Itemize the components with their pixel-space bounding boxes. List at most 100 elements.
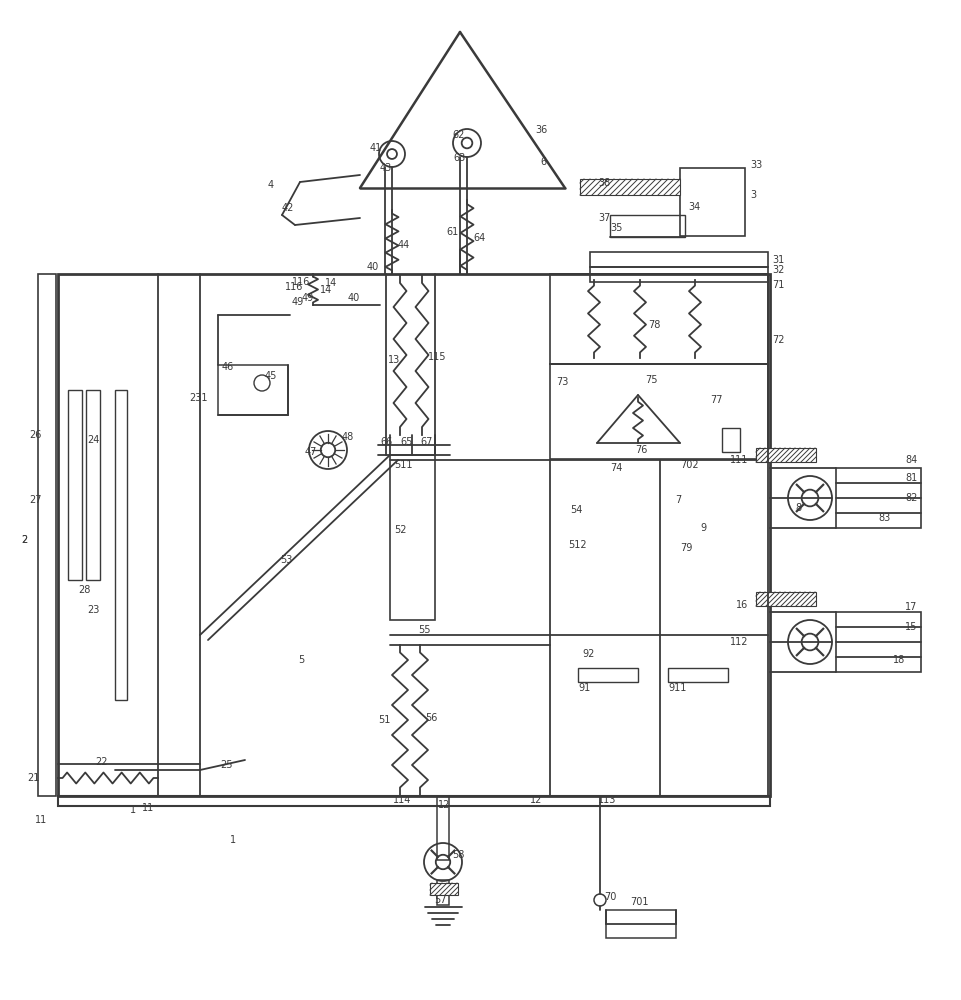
Circle shape — [461, 138, 472, 148]
Bar — [836, 468, 921, 528]
Text: 57: 57 — [433, 895, 446, 905]
Text: 7: 7 — [675, 495, 681, 505]
Text: 58: 58 — [452, 850, 464, 860]
Text: 72: 72 — [772, 335, 784, 345]
Text: 3: 3 — [750, 190, 756, 200]
Text: 26: 26 — [30, 430, 42, 440]
Text: 13: 13 — [388, 355, 400, 365]
Bar — [590, 252, 768, 267]
Circle shape — [435, 855, 450, 869]
Text: 12: 12 — [438, 800, 451, 810]
Text: 66: 66 — [380, 437, 392, 447]
Text: 18: 18 — [893, 655, 905, 665]
Text: 8: 8 — [796, 503, 802, 513]
Bar — [606, 910, 676, 938]
Text: 46: 46 — [222, 362, 234, 372]
Text: 83: 83 — [878, 513, 890, 523]
Bar — [68, 390, 82, 580]
Text: 40: 40 — [367, 262, 380, 272]
Text: 70: 70 — [604, 892, 616, 902]
Text: 52: 52 — [394, 525, 407, 535]
Text: 11: 11 — [142, 803, 154, 813]
Text: 701: 701 — [630, 897, 649, 907]
Bar — [218, 365, 288, 415]
Text: 67: 67 — [420, 437, 432, 447]
Text: 84: 84 — [905, 455, 917, 465]
Text: 45: 45 — [265, 371, 278, 381]
Text: 62: 62 — [452, 130, 464, 140]
Circle shape — [801, 490, 819, 506]
Text: 31: 31 — [772, 255, 784, 265]
Text: 63: 63 — [453, 153, 465, 163]
Text: 1: 1 — [130, 805, 136, 815]
Text: 12: 12 — [530, 795, 542, 805]
Text: 22: 22 — [95, 757, 108, 767]
Text: 14: 14 — [320, 285, 333, 295]
Bar — [756, 592, 816, 606]
Bar — [668, 668, 728, 682]
Text: 511: 511 — [394, 460, 412, 470]
Circle shape — [379, 141, 405, 167]
Text: 1: 1 — [230, 835, 236, 845]
Circle shape — [424, 843, 462, 881]
Text: 113: 113 — [598, 795, 616, 805]
Text: 512: 512 — [568, 540, 586, 550]
Circle shape — [387, 149, 397, 159]
Text: 82: 82 — [905, 493, 918, 503]
Text: 36: 36 — [535, 125, 547, 135]
Text: 2: 2 — [21, 535, 27, 545]
Bar — [38, 274, 56, 796]
Circle shape — [801, 634, 819, 650]
Text: 49: 49 — [292, 297, 305, 307]
Text: 231: 231 — [189, 393, 208, 403]
Text: 49: 49 — [302, 293, 314, 303]
Text: 114: 114 — [393, 795, 411, 805]
Text: 17: 17 — [905, 602, 918, 612]
Text: 77: 77 — [710, 395, 723, 405]
Text: 112: 112 — [729, 637, 748, 647]
Text: 53: 53 — [280, 555, 292, 565]
Text: 74: 74 — [610, 463, 623, 473]
Text: 41: 41 — [370, 143, 382, 153]
Circle shape — [788, 476, 832, 520]
Text: 702: 702 — [680, 460, 699, 470]
Bar — [86, 390, 100, 580]
Text: 11: 11 — [35, 815, 47, 825]
Text: 51: 51 — [378, 715, 390, 725]
Bar — [390, 455, 435, 620]
Text: 4: 4 — [268, 180, 274, 190]
Text: 9: 9 — [700, 523, 706, 533]
Text: 64: 64 — [473, 233, 485, 243]
Bar — [580, 179, 680, 195]
Text: 76: 76 — [635, 445, 648, 455]
Text: 32: 32 — [772, 265, 784, 275]
Text: 47: 47 — [305, 447, 317, 457]
Text: 79: 79 — [680, 543, 692, 553]
Text: 111: 111 — [729, 455, 748, 465]
Text: 116: 116 — [292, 277, 310, 287]
Circle shape — [309, 431, 347, 469]
Text: 24: 24 — [87, 435, 100, 445]
Text: 42: 42 — [282, 203, 294, 213]
Text: 92: 92 — [582, 649, 594, 659]
Circle shape — [594, 894, 606, 906]
Text: 33: 33 — [750, 160, 762, 170]
Text: 65: 65 — [400, 437, 412, 447]
Bar — [578, 668, 638, 682]
Text: 40: 40 — [348, 293, 360, 303]
Text: 38: 38 — [598, 178, 610, 188]
Text: 56: 56 — [425, 713, 437, 723]
Text: 27: 27 — [30, 495, 42, 505]
Text: 37: 37 — [598, 213, 610, 223]
Text: 16: 16 — [736, 600, 748, 610]
Text: 14: 14 — [325, 278, 337, 288]
Text: 91: 91 — [578, 683, 590, 693]
Circle shape — [321, 443, 335, 457]
Text: 28: 28 — [78, 585, 90, 595]
Text: 55: 55 — [418, 625, 431, 635]
Text: 6: 6 — [540, 157, 546, 167]
Text: 44: 44 — [398, 240, 410, 250]
Bar — [680, 168, 745, 236]
Text: 71: 71 — [772, 280, 784, 290]
Text: 35: 35 — [610, 223, 623, 233]
